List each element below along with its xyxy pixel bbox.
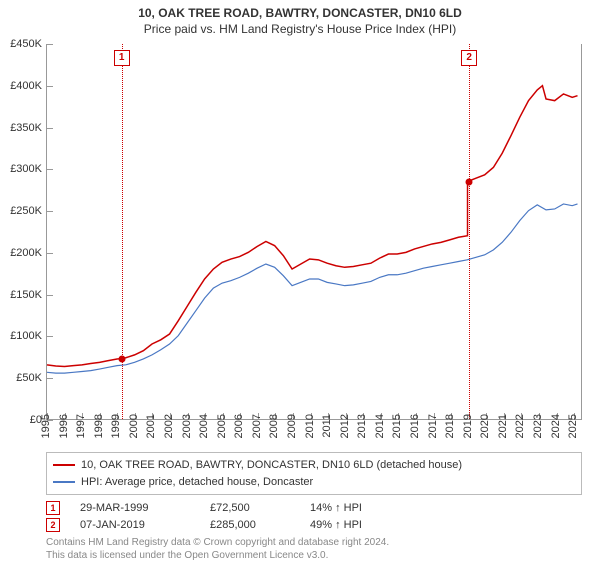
sale-marker-line xyxy=(469,44,470,419)
x-tick-label: 1997 xyxy=(75,414,87,438)
x-tick-label: 2024 xyxy=(550,414,562,438)
sales-list: 1 29-MAR-1999 £72,500 14% ↑ HPI 2 07-JAN-2019… xyxy=(46,501,582,532)
x-tick-label: 2007 xyxy=(251,414,263,438)
y-tick-label: £200K xyxy=(10,247,42,259)
x-tick-label: 2020 xyxy=(479,414,491,438)
x-tick-label: 2022 xyxy=(514,414,526,438)
x-tick-label: 2016 xyxy=(409,414,421,438)
x-tick-label: 2019 xyxy=(462,414,474,438)
legend-label: HPI: Average price, detached house, Donc… xyxy=(81,474,313,491)
x-tick-label: 2003 xyxy=(181,414,193,438)
y-tick-mark xyxy=(47,86,53,87)
x-tick-label: 2009 xyxy=(286,414,298,438)
x-tick-label: 2002 xyxy=(163,414,175,438)
y-tick-label: £350K xyxy=(10,122,42,134)
sale-price: £72,500 xyxy=(210,502,290,514)
y-tick-label: £300K xyxy=(10,163,42,175)
footnote-line2: This data is licensed under the Open Gov… xyxy=(46,549,582,562)
y-tick-label: £400K xyxy=(10,80,42,92)
x-tick-label: 1998 xyxy=(93,414,105,438)
legend-label: 10, OAK TREE ROAD, BAWTRY, DONCASTER, DN… xyxy=(81,457,462,474)
legend-swatch xyxy=(53,481,75,483)
sale-row-marker: 1 xyxy=(46,501,60,515)
y-tick-mark xyxy=(47,128,53,129)
sale-marker-box: 1 xyxy=(114,50,130,66)
x-tick-label: 2010 xyxy=(304,414,316,438)
y-tick-mark xyxy=(47,336,53,337)
x-tick-label: 2023 xyxy=(532,414,544,438)
x-tick-label: 2017 xyxy=(427,414,439,438)
x-tick-label: 2008 xyxy=(268,414,280,438)
y-tick-mark xyxy=(47,211,53,212)
x-tick-label: 2018 xyxy=(444,414,456,438)
x-tick-label: 2015 xyxy=(391,414,403,438)
sale-marker-box: 2 xyxy=(461,50,477,66)
title-block: 10, OAK TREE ROAD, BAWTRY, DONCASTER, DN… xyxy=(0,0,600,36)
y-tick-label: £100K xyxy=(10,330,42,342)
sale-row: 2 07-JAN-2019 £285,000 49% ↑ HPI xyxy=(46,518,582,532)
legend-row: 10, OAK TREE ROAD, BAWTRY, DONCASTER, DN… xyxy=(53,457,575,474)
x-tick-label: 1996 xyxy=(58,414,70,438)
legend-row: HPI: Average price, detached house, Donc… xyxy=(53,474,575,491)
x-tick-label: 2005 xyxy=(216,414,228,438)
x-tick-label: 2000 xyxy=(128,414,140,438)
line-layer xyxy=(47,44,581,419)
y-tick-mark xyxy=(47,295,53,296)
x-tick-label: 2006 xyxy=(233,414,245,438)
sale-delta: 14% ↑ HPI xyxy=(310,502,362,514)
y-tick-label: £250K xyxy=(10,205,42,217)
x-tick-label: 2012 xyxy=(339,414,351,438)
chart-area: 12 £0£50K£100K£150K£200K£250K£300K£350K£… xyxy=(46,44,582,420)
y-tick-mark xyxy=(47,44,53,45)
series-line-property xyxy=(47,86,578,367)
y-tick-mark xyxy=(47,378,53,379)
series-line-hpi xyxy=(47,204,578,373)
y-tick-label: £50K xyxy=(16,372,42,384)
sale-row: 1 29-MAR-1999 £72,500 14% ↑ HPI xyxy=(46,501,582,515)
sale-delta: 49% ↑ HPI xyxy=(310,519,362,531)
sale-row-marker: 2 xyxy=(46,518,60,532)
x-tick-label: 1995 xyxy=(40,414,52,438)
x-tick-label: 2004 xyxy=(198,414,210,438)
sale-date: 07-JAN-2019 xyxy=(80,519,190,531)
legend-swatch xyxy=(53,464,75,466)
plot-region: 12 xyxy=(46,44,582,420)
footnote-line1: Contains HM Land Registry data © Crown c… xyxy=(46,536,582,549)
y-tick-label: £450K xyxy=(10,38,42,50)
legend-box: 10, OAK TREE ROAD, BAWTRY, DONCASTER, DN… xyxy=(46,452,582,495)
x-tick-label: 1999 xyxy=(110,414,122,438)
chart-container: 10, OAK TREE ROAD, BAWTRY, DONCASTER, DN… xyxy=(0,0,600,560)
y-tick-label: £150K xyxy=(10,289,42,301)
sale-price: £285,000 xyxy=(210,519,290,531)
x-tick-label: 2001 xyxy=(145,414,157,438)
footnote: Contains HM Land Registry data © Crown c… xyxy=(46,536,582,562)
x-tick-label: 2025 xyxy=(567,414,579,438)
sale-date: 29-MAR-1999 xyxy=(80,502,190,514)
title-address: 10, OAK TREE ROAD, BAWTRY, DONCASTER, DN… xyxy=(0,6,600,20)
x-tick-label: 2014 xyxy=(374,414,386,438)
x-tick-label: 2011 xyxy=(321,414,333,438)
sale-dot xyxy=(118,356,125,363)
title-subtitle: Price paid vs. HM Land Registry's House … xyxy=(0,22,600,36)
x-tick-label: 2013 xyxy=(356,414,368,438)
y-tick-mark xyxy=(47,253,53,254)
sale-dot xyxy=(466,178,473,185)
legend-block: 10, OAK TREE ROAD, BAWTRY, DONCASTER, DN… xyxy=(46,452,582,562)
y-tick-mark xyxy=(47,169,53,170)
x-tick-label: 2021 xyxy=(497,414,509,438)
